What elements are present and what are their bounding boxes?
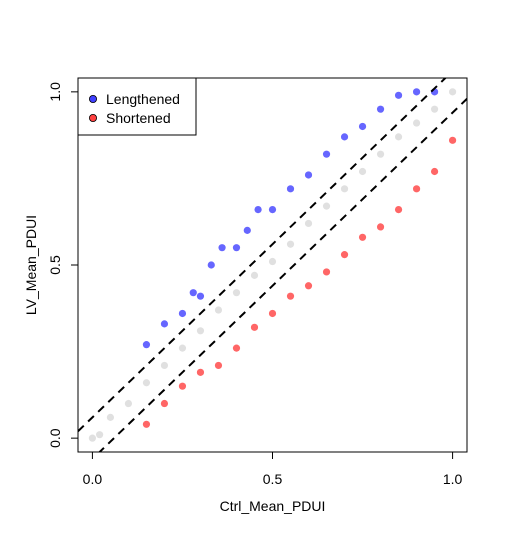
point-lengthened-12 — [304, 171, 313, 179]
point-lengthened-1 — [160, 320, 169, 328]
point-lengthened-17 — [394, 91, 403, 99]
point-background-11 — [268, 257, 277, 266]
point-lengthened-9 — [254, 205, 262, 214]
y-tick-label-1: 0.5 — [47, 255, 63, 275]
point-lengthened-18 — [412, 88, 421, 96]
point-lengthened-5 — [207, 261, 215, 269]
point-shortened-3 — [196, 368, 205, 376]
point-background-0 — [88, 434, 97, 442]
point-background-19 — [412, 119, 421, 127]
point-background-3 — [124, 399, 133, 408]
point-shortened-0 — [142, 420, 151, 428]
point-background-13 — [304, 219, 313, 228]
y-axis: 0.0 0.5 1.0 — [47, 82, 79, 448]
x-tick-label-0: 0.0 — [83, 471, 103, 487]
point-shortened-6 — [250, 323, 259, 331]
y-tick-label-0: 0.0 — [47, 428, 63, 448]
point-background-21 — [448, 88, 457, 96]
point-lengthened-8 — [243, 226, 251, 234]
point-lengthened-2 — [178, 309, 187, 318]
point-shortened-5 — [232, 344, 241, 352]
point-shortened-17 — [448, 136, 457, 144]
point-background-15 — [340, 185, 349, 193]
legend-marker-lengthened — [89, 95, 98, 104]
point-lengthened-15 — [358, 122, 367, 131]
point-shortened-2 — [178, 382, 187, 390]
point-shortened-8 — [286, 292, 295, 300]
legend: Lengthened Shortened — [77, 77, 197, 136]
reference-lines — [78, 78, 467, 452]
point-lengthened-10 — [268, 205, 277, 214]
point-shortened-11 — [340, 251, 349, 259]
point-shortened-13 — [376, 223, 385, 231]
point-background-6 — [178, 344, 187, 352]
point-lengthened-14 — [340, 133, 349, 141]
y-tick-label-2: 1.0 — [47, 82, 63, 102]
y-axis-label: LV_Mean_PDUI — [23, 215, 39, 315]
point-shortened-15 — [412, 185, 421, 193]
point-background-1 — [96, 431, 104, 439]
point-lengthened-16 — [376, 105, 385, 113]
legend-label-lengthened: Lengthened — [106, 91, 180, 107]
reference-line-0 — [78, 78, 447, 432]
point-shortened-1 — [160, 399, 169, 408]
point-lengthened-4 — [196, 292, 205, 300]
point-lengthened-11 — [286, 185, 295, 193]
x-tick-label-1: 0.5 — [263, 471, 283, 487]
legend-marker-shortened — [89, 114, 98, 123]
point-background-7 — [196, 327, 205, 335]
point-background-17 — [376, 150, 385, 158]
point-background-9 — [232, 289, 241, 297]
legend-box — [77, 77, 197, 136]
point-lengthened-13 — [322, 150, 331, 158]
point-background-4 — [142, 379, 151, 387]
x-tick-label-2: 1.0 — [443, 471, 463, 487]
x-axis-label: Ctrl_Mean_PDUI — [220, 498, 326, 514]
point-shortened-4 — [214, 361, 223, 370]
point-shortened-10 — [322, 268, 331, 276]
legend-label-shortened: Shortened — [106, 110, 171, 126]
point-background-5 — [160, 361, 169, 370]
points-layer — [88, 88, 457, 442]
point-background-14 — [322, 202, 331, 210]
point-shortened-9 — [304, 282, 313, 290]
point-shortened-16 — [430, 167, 439, 176]
point-background-8 — [214, 306, 223, 314]
point-background-18 — [394, 133, 403, 141]
point-shortened-14 — [394, 205, 403, 214]
point-background-12 — [286, 240, 295, 248]
point-background-16 — [358, 167, 367, 176]
point-lengthened-6 — [218, 244, 226, 252]
point-lengthened-3 — [189, 289, 197, 297]
x-axis: 0.0 0.5 1.0 — [83, 451, 463, 487]
point-lengthened-7 — [232, 244, 241, 252]
point-shortened-7 — [268, 309, 277, 318]
point-shortened-12 — [358, 233, 367, 241]
point-lengthened-0 — [142, 341, 151, 349]
reference-line-1 — [98, 98, 467, 452]
point-background-20 — [430, 105, 439, 113]
point-background-2 — [106, 413, 115, 421]
point-background-10 — [250, 271, 259, 279]
